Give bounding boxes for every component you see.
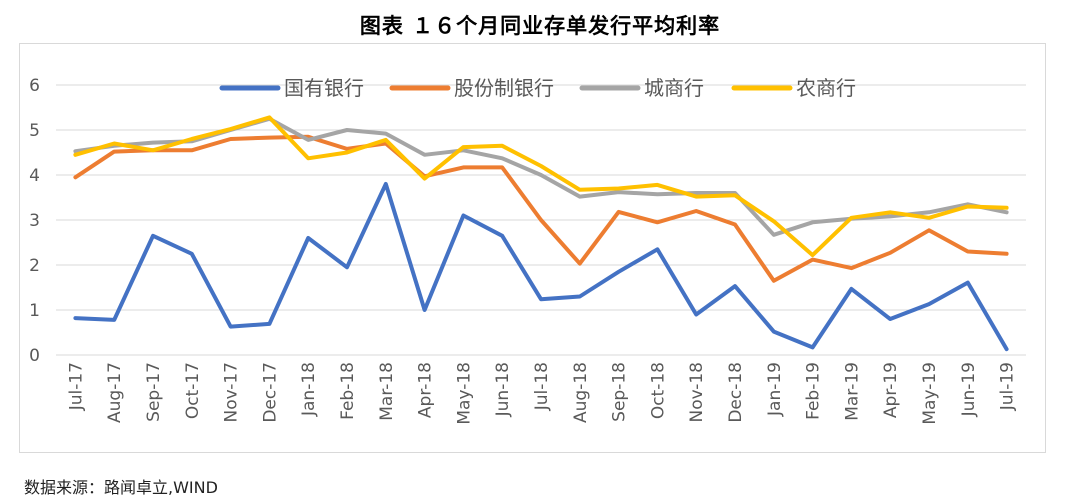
legend-label: 国有银行 [284, 76, 364, 100]
x-tick-label: Jul-19 [998, 362, 1018, 411]
x-tick-label: Jun-18 [493, 362, 513, 417]
x-tick-label: Nov-17 [222, 362, 242, 423]
chart-title: 图表 １６个月同业存单发行平均利率 [359, 14, 721, 38]
x-tick-label: Apr-18 [416, 362, 436, 418]
x-tick-label: Sep-18 [610, 362, 630, 422]
x-tick-label: Feb-18 [338, 362, 358, 420]
x-tick-label: Dec-17 [260, 362, 280, 423]
x-tick-label: Aug-17 [105, 362, 125, 423]
source-note: 数据来源：路闻卓立,WIND [24, 478, 218, 497]
x-tick-label: Oct-17 [183, 362, 203, 419]
x-tick-label: Dec-18 [726, 362, 746, 423]
y-tick-label: 6 [29, 76, 40, 96]
x-tick-label: Sep-17 [144, 362, 164, 422]
y-tick-label: 2 [29, 256, 40, 276]
x-tick-label: Jan-18 [299, 362, 319, 417]
x-tick-label: May-18 [454, 362, 474, 425]
x-tick-label: Aug-18 [571, 362, 591, 423]
x-tick-label: Jul-17 [66, 362, 86, 411]
x-tick-label: Mar-18 [377, 362, 397, 421]
legend-label: 股份制银行 [454, 76, 554, 100]
x-tick-label: Oct-18 [648, 362, 668, 419]
x-tick-label: Jul-18 [532, 362, 552, 411]
legend-label: 城商行 [644, 76, 704, 100]
series-line [73, 134, 1009, 283]
line-chart: 0 1 2 3 4 5 6 Jul-17 Aug-17 Sep-17 Oct-17 Nov-17 Dec… [29, 76, 1026, 425]
x-tick-label: Mar-19 [842, 362, 862, 421]
x-tick-label: Jun-19 [959, 362, 979, 417]
series-line [73, 182, 1009, 352]
x-tick-label: May-19 [920, 362, 940, 425]
x-tick-label: Apr-19 [881, 362, 901, 418]
chart-area [19, 43, 1046, 453]
y-tick-label: 0 [29, 346, 40, 366]
y-tick-label: 5 [29, 121, 40, 141]
series-line [73, 115, 1009, 258]
y-tick-label: 4 [29, 166, 40, 186]
x-tick-label: Feb-19 [804, 362, 824, 420]
legend-label: 农商行 [796, 76, 856, 100]
x-tick-label: Jan-19 [765, 362, 785, 417]
y-tick-label: 3 [29, 211, 40, 231]
y-tick-label: 1 [29, 301, 40, 321]
x-tick-label: Nov-18 [687, 362, 707, 423]
